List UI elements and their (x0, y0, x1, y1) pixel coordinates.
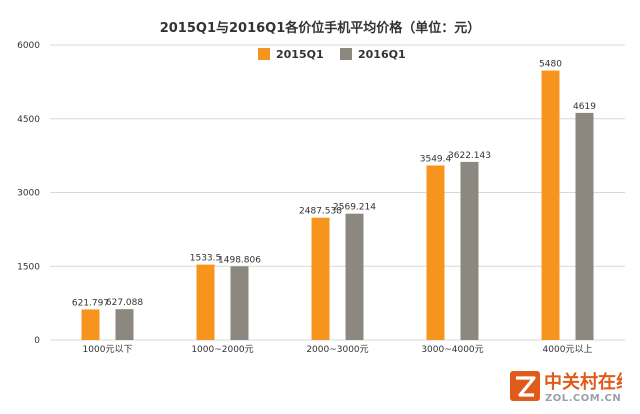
legend-swatch-2015q1 (258, 48, 270, 60)
data-label-2016q1-2: 2569.214 (333, 203, 376, 213)
y-axis: 0 1500 3000 4500 6000 (17, 41, 40, 346)
data-label-2015q1-4: 5480 (539, 60, 562, 70)
legend-label-2016q1: 2016Q1 (358, 48, 406, 61)
legend-swatch-2016q1 (340, 48, 352, 60)
y-tick-label: 0 (34, 336, 40, 346)
x-axis: 1000元以下 1000~2000元 2000~3000元 3000~4000元 400… (83, 344, 593, 355)
chart-title: 2015Q1与2016Q1各价位手机平均价格（单位：元） (160, 20, 481, 36)
bar-2015q1-2 (311, 217, 330, 340)
x-category-label: 3000~4000元 (421, 345, 483, 355)
data-label-2015q1-0: 621.797 (72, 298, 109, 308)
bars (81, 70, 594, 341)
x-category-label: 2000~3000元 (306, 345, 368, 355)
bar-2016q1-3 (460, 161, 479, 340)
data-label-2015q1-3: 3549.4 (420, 154, 452, 164)
bar-2015q1-0 (81, 309, 100, 340)
gridlines (50, 44, 625, 341)
zol-icon (510, 371, 540, 401)
data-label-2016q1-3: 3622.143 (448, 151, 491, 161)
bar-2016q1-0 (115, 309, 134, 340)
bar-2016q1-2 (345, 213, 364, 340)
data-label-2015q1-1: 1533.5 (190, 254, 222, 264)
data-label-2016q1-1: 1498.806 (218, 255, 261, 265)
x-category-label: 4000元以上 (543, 344, 593, 355)
y-tick-label: 4500 (17, 115, 40, 125)
bar-2015q1-1 (196, 264, 215, 340)
data-label-2016q1-0: 627.088 (106, 298, 143, 308)
data-label-2016q1-4: 4619 (573, 102, 596, 112)
legend: 2015Q1 2016Q1 (258, 48, 406, 61)
x-category-label: 1000~2000元 (191, 345, 253, 355)
y-tick-label: 1500 (17, 262, 40, 272)
watermark-en-text: ZOL.COM.CN (545, 393, 621, 404)
bar-2016q1-1 (230, 266, 249, 340)
bar-2016q1-4 (575, 112, 594, 340)
watermark-logo: 中关村在线 ZOL.COM.CN (510, 371, 622, 404)
watermark-cn-text: 中关村在线 (544, 371, 622, 393)
bar-2015q1-3 (426, 165, 445, 340)
bar-2015q1-4 (541, 70, 560, 341)
legend-label-2015q1: 2015Q1 (276, 48, 324, 61)
y-tick-label: 6000 (17, 41, 40, 51)
data-label-2015q1-2: 2487.538 (299, 207, 342, 217)
x-category-label: 1000元以下 (83, 345, 133, 355)
y-tick-label: 3000 (17, 189, 40, 199)
